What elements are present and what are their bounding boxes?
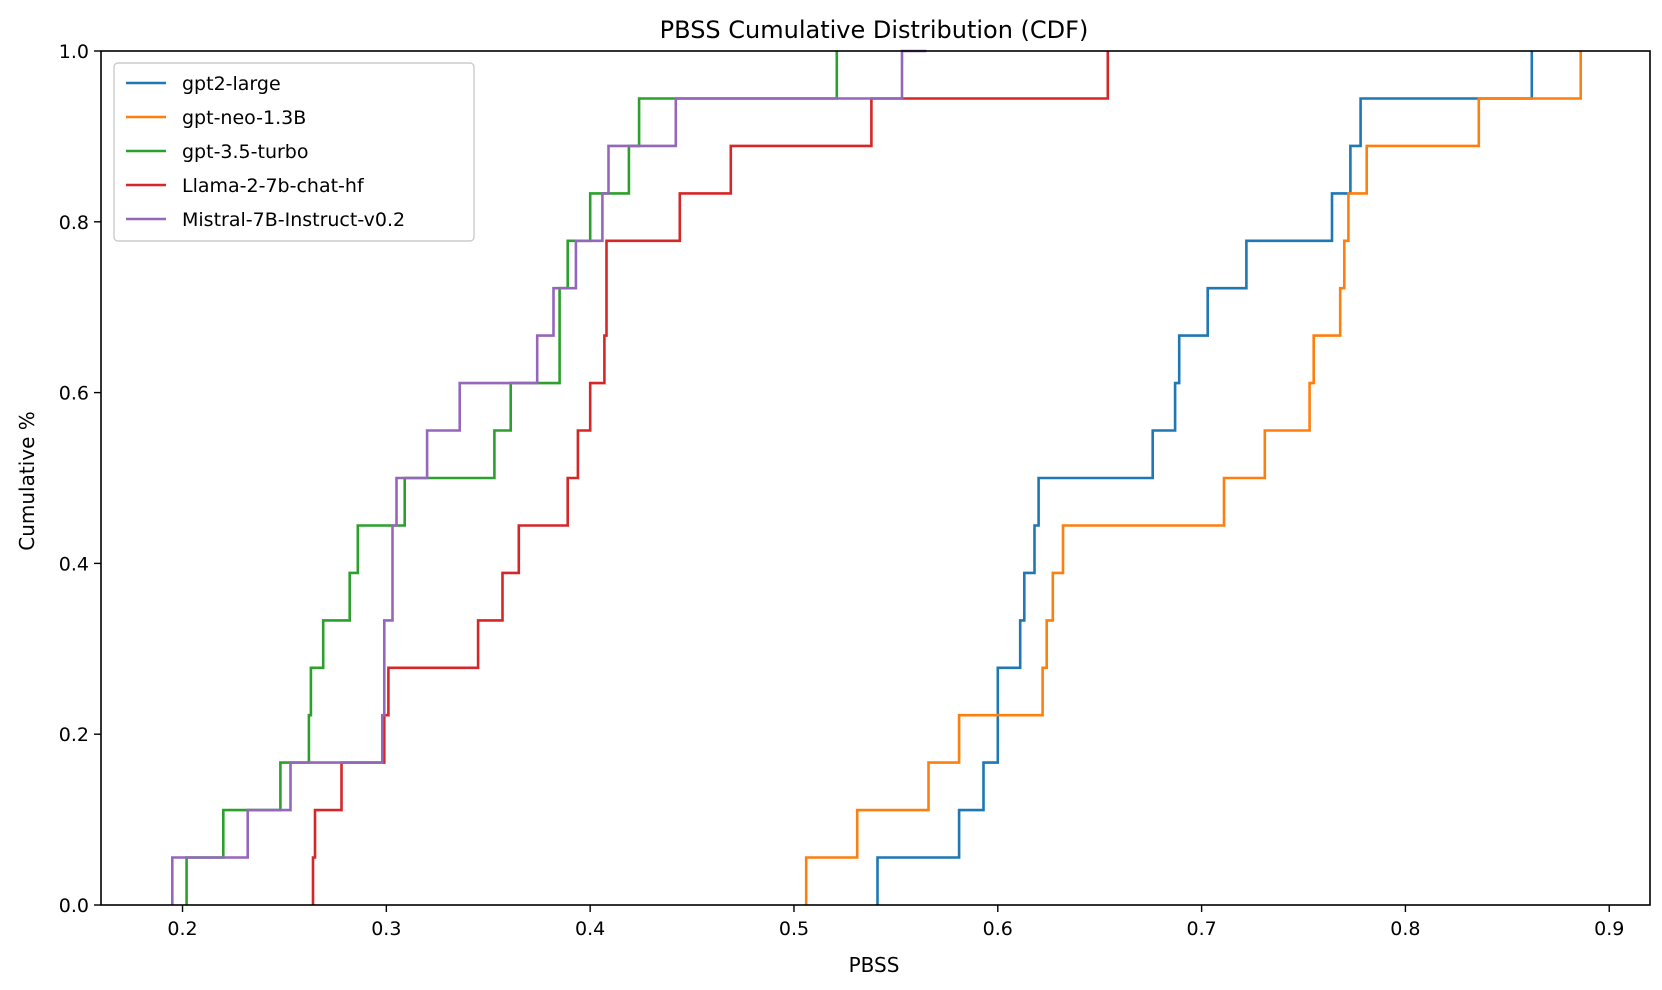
series-line-4 <box>171 49 927 905</box>
x-tick-label: 0.6 <box>983 918 1013 940</box>
legend-label: Mistral-7B-Instruct-v0.2 <box>182 209 405 231</box>
chart-title: PBSS Cumulative Distribution (CDF) <box>660 16 1089 44</box>
legend-label: gpt-neo-1.3B <box>182 107 306 129</box>
y-tick-label: 1.0 <box>59 41 89 63</box>
x-tick-label: 0.2 <box>167 918 197 940</box>
legend-box <box>113 62 475 242</box>
plot-frame <box>100 50 1651 906</box>
x-tick-label: 0.5 <box>779 918 809 940</box>
legend-label: gpt-3.5-turbo <box>182 141 309 163</box>
x-tick-label: 0.7 <box>1186 918 1216 940</box>
y-axis-ticks: 0.0 0.2 0.4 0.6 0.8 1.0 <box>59 41 101 917</box>
y-tick-label: 0.8 <box>59 212 89 234</box>
x-axis-ticks: 0.2 0.3 0.4 0.5 0.6 0.7 0.8 0.9 <box>167 905 1624 940</box>
y-tick-label: 0.0 <box>59 895 89 917</box>
x-tick-label: 0.8 <box>1390 918 1420 940</box>
y-axis-label: Cumulative % <box>15 411 39 551</box>
x-tick-label: 0.3 <box>371 918 401 940</box>
series-group <box>171 49 1582 905</box>
series-line-0 <box>876 51 1534 905</box>
x-tick-label: 0.4 <box>575 918 605 940</box>
x-axis-label: PBSS <box>849 953 900 977</box>
series-line-1 <box>804 51 1582 905</box>
y-tick-label: 0.2 <box>59 724 89 746</box>
legend-label: gpt2-large <box>182 73 281 95</box>
legend: gpt2-large gpt-neo-1.3B gpt-3.5-turbo Llama… <box>113 62 475 242</box>
legend-label: Llama-2-7b-chat-hf <box>182 175 365 197</box>
y-tick-label: 0.6 <box>59 383 89 405</box>
x-tick-label: 0.9 <box>1594 918 1624 940</box>
y-tick-label: 0.4 <box>59 553 89 575</box>
